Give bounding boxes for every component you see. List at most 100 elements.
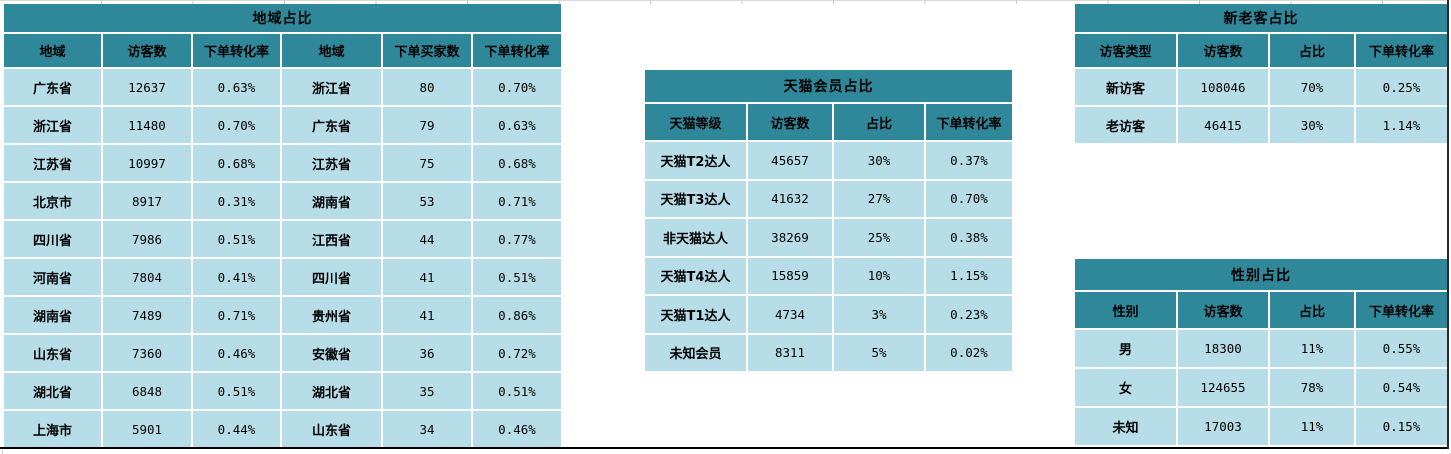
region-cell[interactable]: 75 (383, 145, 471, 181)
region-cell[interactable]: 浙江省 (282, 69, 381, 105)
tmall-cell[interactable]: 0.70% (926, 180, 1012, 217)
tmall-cell[interactable]: 0.37% (926, 142, 1012, 179)
region-col-header[interactable]: 访客数 (103, 34, 191, 67)
visitor-cell[interactable]: 老访客 (1075, 107, 1176, 143)
tmall-cell[interactable]: 天猫T3达人 (645, 180, 746, 217)
tmall-cell[interactable]: 45657 (748, 142, 832, 179)
region-cell[interactable]: 7360 (103, 335, 191, 371)
gender-cell[interactable]: 18300 (1178, 330, 1268, 367)
gender-col-header[interactable]: 占比 (1270, 292, 1354, 328)
tmall-cell[interactable]: 4734 (748, 296, 832, 333)
visitor-col-header[interactable]: 访客数 (1178, 34, 1268, 67)
tmall-cell[interactable]: 天猫T1达人 (645, 296, 746, 333)
tmall-col-header[interactable]: 占比 (834, 104, 924, 140)
region-cell[interactable]: 广东省 (4, 69, 101, 105)
region-cell[interactable]: 0.68% (473, 145, 561, 181)
region-cell[interactable]: 80 (383, 69, 471, 105)
tmall-col-header[interactable]: 下单转化率 (926, 104, 1012, 140)
gender-cell[interactable]: 78% (1270, 369, 1354, 406)
gender-cell[interactable]: 0.55% (1356, 330, 1447, 367)
region-cell[interactable]: 湖南省 (4, 297, 101, 333)
gender-col-header[interactable]: 性别 (1075, 292, 1176, 328)
visitor-cell[interactable]: 0.25% (1356, 69, 1447, 105)
gender-cell[interactable]: 11% (1270, 408, 1354, 445)
region-col-header[interactable]: 下单买家数 (383, 34, 471, 67)
region-cell[interactable]: 湖北省 (282, 373, 381, 409)
gender-table-title[interactable]: 性别占比 (1075, 259, 1447, 290)
region-cell[interactable]: 0.63% (193, 69, 280, 105)
region-cell[interactable]: 35 (383, 373, 471, 409)
region-cell[interactable]: 江苏省 (4, 145, 101, 181)
tmall-col-header[interactable]: 访客数 (748, 104, 832, 140)
region-cell[interactable]: 0.46% (193, 335, 280, 371)
visitor-col-header[interactable]: 占比 (1270, 34, 1354, 67)
region-cell[interactable]: 7489 (103, 297, 191, 333)
region-cell[interactable]: 8917 (103, 183, 191, 219)
tmall-cell[interactable]: 38269 (748, 219, 832, 256)
gender-col-header[interactable]: 下单转化率 (1356, 292, 1447, 328)
region-cell[interactable]: 0.41% (193, 259, 280, 295)
gender-cell[interactable]: 未知 (1075, 408, 1176, 445)
tmall-cell[interactable]: 1.15% (926, 257, 1012, 294)
region-cell[interactable]: 0.46% (473, 411, 561, 447)
visitor-cell[interactable]: 46415 (1178, 107, 1268, 143)
region-cell[interactable]: 36 (383, 335, 471, 371)
region-cell[interactable]: 0.86% (473, 297, 561, 333)
region-col-header[interactable]: 下单转化率 (193, 34, 280, 67)
gender-col-header[interactable]: 访客数 (1178, 292, 1268, 328)
tmall-col-header[interactable]: 天猫等级 (645, 104, 746, 140)
region-cell[interactable]: 6848 (103, 373, 191, 409)
region-cell[interactable]: 0.71% (473, 183, 561, 219)
region-cell[interactable]: 安徽省 (282, 335, 381, 371)
region-cell[interactable]: 0.31% (193, 183, 280, 219)
visitor-table-title[interactable]: 新老客占比 (1075, 4, 1447, 32)
tmall-cell[interactable]: 未知会员 (645, 334, 746, 371)
visitor-cell[interactable]: 108046 (1178, 69, 1268, 105)
tmall-cell[interactable]: 3% (834, 296, 924, 333)
region-cell[interactable]: 0.70% (193, 107, 280, 143)
region-cell[interactable]: 上海市 (4, 411, 101, 447)
gender-cell[interactable]: 17003 (1178, 408, 1268, 445)
gender-cell[interactable]: 0.15% (1356, 408, 1447, 445)
tmall-table-title[interactable]: 天猫会员占比 (645, 70, 1012, 102)
tmall-cell[interactable]: 27% (834, 180, 924, 217)
region-cell[interactable]: 41 (383, 259, 471, 295)
gender-cell[interactable]: 124655 (1178, 369, 1268, 406)
gender-cell[interactable]: 11% (1270, 330, 1354, 367)
region-cell[interactable]: 7804 (103, 259, 191, 295)
region-cell[interactable]: 0.51% (193, 373, 280, 409)
region-cell[interactable]: 山东省 (4, 335, 101, 371)
region-cell[interactable]: 湖北省 (4, 373, 101, 409)
tmall-cell[interactable]: 41632 (748, 180, 832, 217)
region-cell[interactable]: 0.77% (473, 221, 561, 257)
region-cell[interactable]: 0.72% (473, 335, 561, 371)
tmall-cell[interactable]: 0.23% (926, 296, 1012, 333)
region-cell[interactable]: 0.51% (473, 373, 561, 409)
visitor-col-header[interactable]: 访客类型 (1075, 34, 1176, 67)
region-cell[interactable]: 湖南省 (282, 183, 381, 219)
tmall-cell[interactable]: 5% (834, 334, 924, 371)
tmall-cell[interactable]: 天猫T4达人 (645, 257, 746, 294)
region-col-header[interactable]: 下单转化率 (473, 34, 561, 67)
region-cell[interactable]: 0.68% (193, 145, 280, 181)
region-col-header[interactable]: 地域 (4, 34, 101, 67)
visitor-cell[interactable]: 30% (1270, 107, 1354, 143)
region-cell[interactable]: 贵州省 (282, 297, 381, 333)
region-cell[interactable]: 44 (383, 221, 471, 257)
region-cell[interactable]: 7986 (103, 221, 191, 257)
tmall-cell[interactable]: 10% (834, 257, 924, 294)
region-cell[interactable]: 0.70% (473, 69, 561, 105)
tmall-cell[interactable]: 0.02% (926, 334, 1012, 371)
gender-cell[interactable]: 男 (1075, 330, 1176, 367)
tmall-cell[interactable]: 非天猫达人 (645, 219, 746, 256)
region-cell[interactable]: 53 (383, 183, 471, 219)
region-cell[interactable]: 江西省 (282, 221, 381, 257)
visitor-cell[interactable]: 新访客 (1075, 69, 1176, 105)
tmall-cell[interactable]: 天猫T2达人 (645, 142, 746, 179)
region-cell[interactable]: 11480 (103, 107, 191, 143)
region-cell[interactable]: 0.71% (193, 297, 280, 333)
region-cell[interactable]: 浙江省 (4, 107, 101, 143)
region-cell[interactable]: 0.51% (473, 259, 561, 295)
region-cell[interactable]: 12637 (103, 69, 191, 105)
tmall-cell[interactable]: 0.38% (926, 219, 1012, 256)
